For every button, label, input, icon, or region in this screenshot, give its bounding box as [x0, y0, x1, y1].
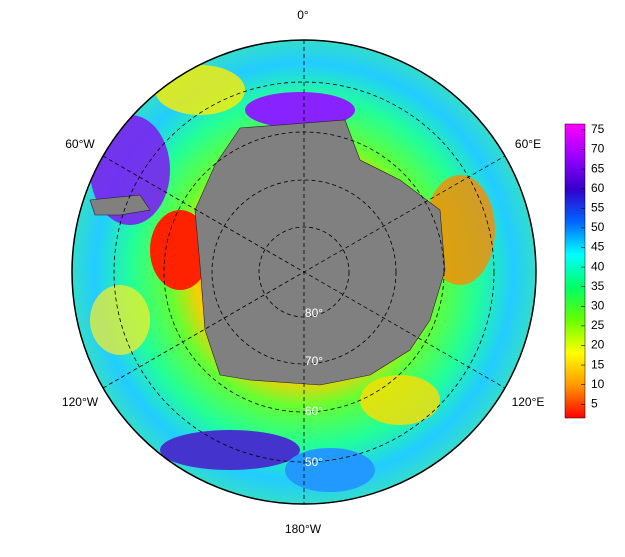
- colorbar-tick-label: 75: [591, 122, 605, 136]
- colorbar-tick-label: 20: [591, 338, 605, 352]
- colorbar: 5 10 15 20 25 30 35 40 45 50 55 60 65 70 75: [564, 122, 605, 419]
- longitude-label: 60°E: [515, 137, 541, 151]
- colorbar-tick-label: 65: [591, 161, 605, 175]
- colorbar-body: [564, 123, 586, 419]
- colorbar-tick-label: 30: [591, 298, 605, 312]
- colorbar-tick-label: 55: [591, 200, 605, 214]
- colorbar-tick-label: 5: [591, 396, 598, 410]
- latitude-label: 50°: [305, 455, 323, 469]
- longitude-label: 120°E: [512, 395, 545, 409]
- latitude-label: 70°: [305, 354, 323, 368]
- data-field: [72, 40, 536, 504]
- latitude-label: 80°: [305, 306, 323, 320]
- colorbar-tick-label: 10: [591, 377, 605, 391]
- colorbar-tick-label: 15: [591, 357, 605, 371]
- longitude-label: 180°W: [285, 522, 322, 536]
- colorbar-tick-label: 35: [591, 279, 605, 293]
- colorbar-tick-label: 45: [591, 240, 605, 254]
- colorbar-tick-label: 25: [591, 318, 605, 332]
- latitude-label: 60°: [305, 404, 323, 418]
- latitude-labels: 80° 70° 60° 50°: [305, 306, 323, 469]
- colorbar-tick-label: 50: [591, 220, 605, 234]
- longitude-labels: 0° 60°E 120°E 180°W 120°W 60°W: [62, 8, 544, 536]
- longitude-label: 120°W: [62, 395, 99, 409]
- longitude-label: 60°W: [65, 137, 95, 151]
- colorbar-tick-label: 70: [591, 142, 605, 156]
- colorbar-tick-label: 60: [591, 181, 605, 195]
- graticule: [102, 40, 506, 504]
- longitude-label: 0°: [297, 8, 309, 22]
- colorbar-tick-label: 40: [591, 259, 605, 273]
